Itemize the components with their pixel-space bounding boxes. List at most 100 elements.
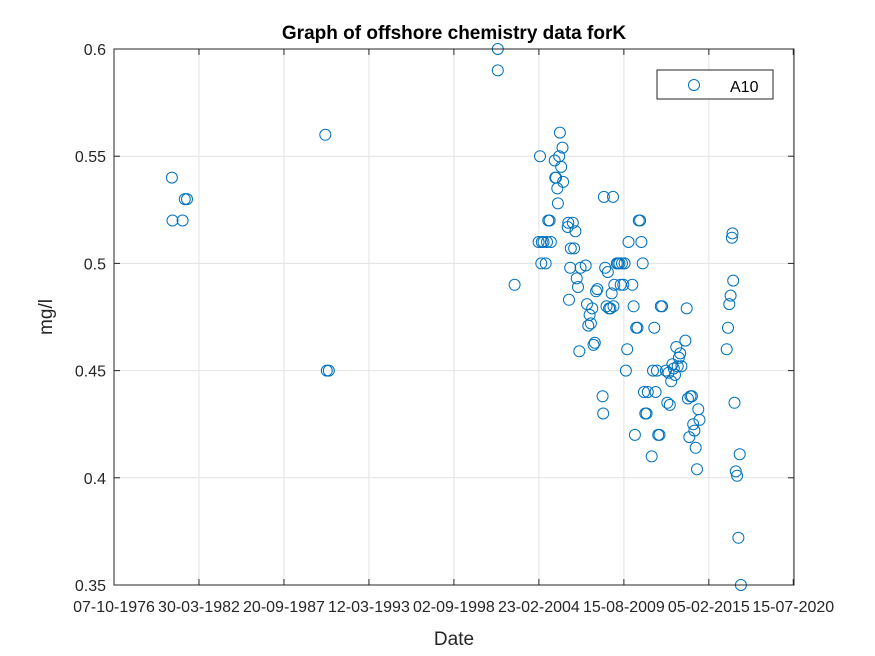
data-point [725, 231, 738, 244]
chart-title: Graph of offshore chemistry data forK [282, 23, 626, 44]
data-point [564, 242, 577, 255]
x-tick-label: 15-08-2009 [583, 599, 665, 616]
data-point [548, 154, 561, 167]
x-tick-label: 20-09-1987 [243, 599, 325, 616]
data-point [532, 236, 545, 248]
grid [113, 48, 794, 586]
legend-marker [688, 79, 700, 91]
data-point [596, 390, 609, 403]
data-point [544, 236, 557, 248]
legend-label: A10 [730, 79, 759, 96]
data-point [733, 448, 746, 461]
data-point [556, 141, 569, 154]
x-tick-label: 30-03-1982 [158, 599, 240, 616]
data-point [535, 257, 548, 270]
x-tick-label: 15-07-2020 [752, 599, 834, 616]
data-point [566, 216, 579, 229]
data-point [617, 278, 630, 291]
data-point [165, 171, 178, 184]
data-points [165, 43, 747, 591]
y-tick-label: 0.45 [75, 364, 106, 381]
x-tick-label: 05-02-2015 [668, 599, 750, 616]
data-point [641, 386, 654, 398]
data-point [680, 302, 693, 315]
data-point [640, 407, 653, 420]
data-point [650, 364, 663, 377]
data-point [587, 338, 600, 351]
data-point [541, 236, 553, 248]
data-point [647, 364, 659, 377]
data-point [685, 390, 698, 403]
data-point [622, 236, 635, 248]
data-point [665, 375, 678, 388]
data-point [597, 190, 610, 203]
data-point [731, 469, 744, 482]
data-point [557, 175, 570, 188]
data-point [181, 193, 193, 206]
legend-box [656, 69, 774, 100]
data-point [572, 281, 584, 293]
x-tick-label: 23-02-2004 [498, 599, 580, 616]
data-point [618, 257, 631, 270]
data-point [688, 424, 701, 437]
data-point [607, 190, 619, 203]
data-point [648, 321, 661, 334]
data-point [605, 287, 618, 300]
data-point [626, 278, 639, 291]
data-point [616, 257, 628, 270]
data-point [653, 428, 666, 441]
data-point [579, 259, 592, 272]
y-tick-label: 0.4 [84, 471, 106, 488]
data-point [649, 386, 662, 398]
data-point [568, 242, 581, 255]
data-point [628, 428, 641, 441]
data-point [728, 396, 741, 409]
data-point [613, 257, 626, 270]
data-point [669, 368, 681, 381]
data-point [601, 266, 614, 278]
data-point [674, 347, 687, 360]
data-point [176, 214, 189, 227]
data-point [543, 214, 556, 227]
data-point [597, 407, 610, 420]
y-tick-label: 0.5 [84, 256, 106, 273]
data-point [607, 300, 620, 313]
data-point [645, 450, 658, 463]
data-point [539, 257, 552, 270]
data-point [534, 150, 546, 163]
data-point [635, 236, 648, 248]
data-point [586, 302, 599, 315]
data-point [636, 257, 649, 270]
data-point [166, 214, 179, 227]
data-point [573, 345, 586, 358]
data-point [663, 398, 676, 411]
data-point [551, 197, 564, 210]
data-point [729, 465, 742, 478]
data-point [627, 300, 640, 313]
data-point [570, 272, 583, 285]
data-point [722, 321, 734, 334]
data-point [590, 285, 603, 298]
data-point [537, 236, 550, 248]
x-tick-label: 12-03-1993 [328, 599, 410, 616]
data-point [732, 531, 745, 544]
data-point [614, 278, 627, 291]
data-point [724, 289, 737, 302]
y-tick-label: 0.6 [84, 42, 106, 59]
data-point [569, 225, 582, 238]
data-point [491, 64, 504, 77]
data-point [727, 274, 740, 287]
data-point [720, 343, 733, 356]
data-point [319, 128, 332, 141]
data-point [634, 214, 647, 227]
data-point [675, 360, 688, 373]
data-point [672, 351, 685, 364]
data-point [693, 413, 706, 426]
axis-ticks: 07-10-1976 30-03-1982 20-09-1987 12-03-1993… [73, 42, 834, 616]
data-point [661, 396, 674, 409]
y-axis-label: mg/l [36, 299, 57, 335]
data-point [564, 261, 577, 274]
data-point [553, 126, 566, 139]
data-point [563, 293, 575, 306]
